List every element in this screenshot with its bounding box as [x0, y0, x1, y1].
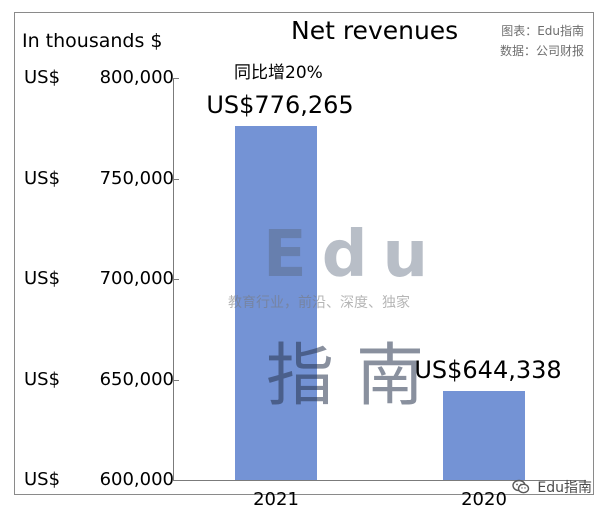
y-tick-currency: US$ — [24, 469, 61, 490]
x-tick-label: 2020 — [461, 489, 507, 510]
data-source: 数据：公司财报 — [499, 44, 584, 58]
y-tick-currency: US$ — [24, 67, 61, 88]
bar-value-label: US$776,265 — [206, 90, 354, 119]
x-axis-line — [173, 480, 586, 481]
chart-credit: 图表：Edu指南 — [501, 24, 584, 38]
y-tick-value: 600,000 — [99, 469, 174, 490]
chart-title: Net revenues — [291, 16, 459, 45]
footer-brand-label: Edu指南 — [537, 480, 592, 496]
y-tick-value: 650,000 — [99, 368, 174, 390]
x-tick-label: 2021 — [253, 489, 299, 510]
footer-brand: Edu指南 — [512, 477, 592, 497]
bar-2021 — [235, 125, 317, 480]
y-tick-value: 750,000 — [99, 167, 174, 189]
y-tick-value: 700,000 — [99, 268, 174, 289]
y-tick-currency: US$ — [24, 268, 61, 289]
y-axis-unit-label: In thousands $ — [22, 30, 163, 52]
growth-annotation: 同比增20% — [234, 63, 323, 83]
y-tick-mark — [173, 480, 179, 481]
y-tick-mark — [173, 179, 179, 180]
y-tick-currency: US$ — [24, 368, 61, 390]
y-tick-value: 800,000 — [99, 67, 174, 88]
wechat-icon — [512, 479, 530, 494]
y-tick-mark — [173, 78, 179, 79]
y-tick-mark — [173, 279, 179, 280]
bar-value-label: US$644,338 — [414, 355, 562, 384]
y-tick-currency: US$ — [24, 167, 61, 189]
y-tick-mark — [173, 380, 179, 381]
bar-2020 — [443, 390, 525, 480]
